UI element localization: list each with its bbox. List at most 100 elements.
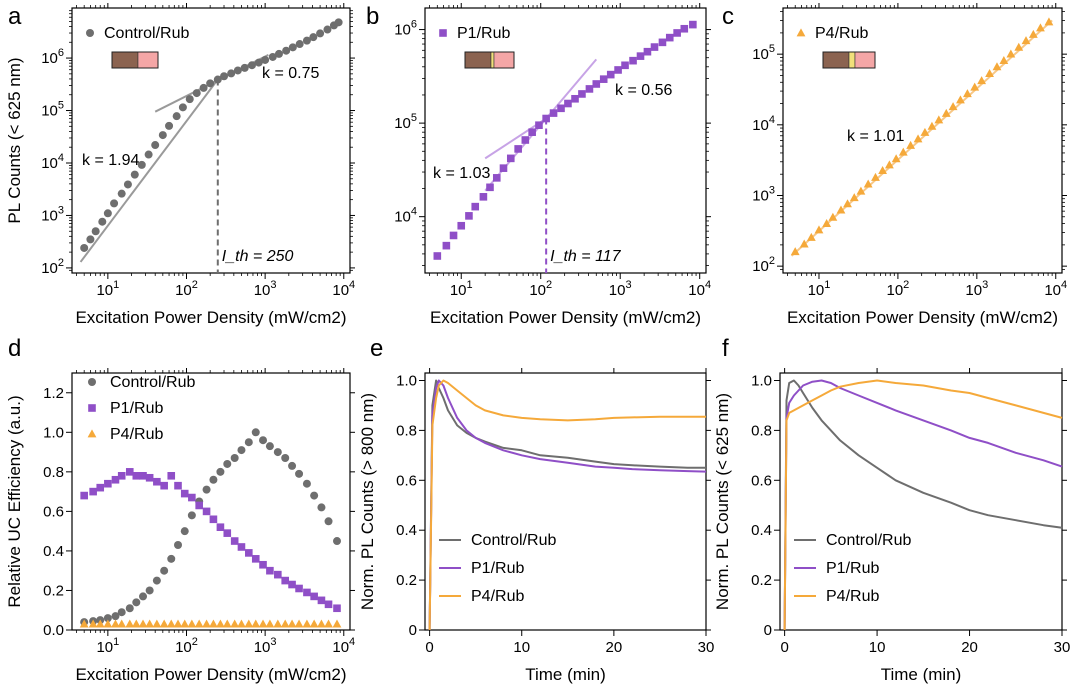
data-point <box>145 619 155 628</box>
tick-label: 0 <box>425 639 433 656</box>
data-point <box>245 549 253 557</box>
panel-letter: d <box>8 335 21 362</box>
data-point <box>564 99 572 108</box>
data-point <box>920 127 930 136</box>
data-point <box>259 436 268 445</box>
tick-label: 0.4 <box>751 522 772 539</box>
data-point <box>288 580 296 589</box>
data-point <box>673 29 681 37</box>
data-point <box>309 33 318 42</box>
tick-label: 101 <box>96 279 119 299</box>
data-point <box>492 174 501 182</box>
panel-letter: f <box>722 335 729 362</box>
data-point <box>871 172 880 181</box>
data-point <box>970 82 980 91</box>
data-point <box>199 83 208 92</box>
x-axis-title: Excitation Power Density (mW/cm2) <box>75 665 346 684</box>
data-point <box>166 619 176 628</box>
data-point <box>948 102 958 111</box>
data-point <box>227 69 236 78</box>
data-point <box>223 459 232 468</box>
data-point <box>251 619 261 628</box>
data-point <box>103 614 112 623</box>
data-point <box>158 131 167 140</box>
tick-label: 105 <box>394 112 417 132</box>
data-point <box>1036 23 1045 32</box>
data-point <box>1028 29 1038 38</box>
data-point <box>153 477 161 486</box>
data-point <box>180 619 190 628</box>
tick-label: 103 <box>752 184 775 204</box>
data-point <box>856 186 866 195</box>
plot-frame <box>779 372 1063 631</box>
tick-label: 102 <box>886 279 909 299</box>
data-point <box>828 212 838 221</box>
tick-label: 101 <box>808 279 831 299</box>
legend-label: Control/Rub <box>826 532 911 549</box>
data-point <box>194 619 204 628</box>
data-point <box>689 20 697 29</box>
x-axis-title: Excitation Power Density (mW/cm2) <box>75 308 346 327</box>
data-point <box>144 150 153 159</box>
data-point <box>282 46 291 55</box>
slope-annotation: k = 0.56 <box>615 82 672 99</box>
layer-block <box>137 51 159 69</box>
data-point <box>324 619 333 628</box>
data-point <box>614 66 622 74</box>
tick-label: 105 <box>752 43 775 63</box>
data-point <box>324 600 333 609</box>
data-point <box>195 501 203 510</box>
panel-c: c 101 102 103 104 102 103 104 105 Excitation Powe… <box>722 3 1067 327</box>
data-point <box>680 24 689 33</box>
data-point <box>103 619 113 628</box>
data-point <box>80 243 89 252</box>
data-point <box>471 202 480 211</box>
layer-block <box>854 51 876 69</box>
data-point <box>159 619 169 628</box>
data-point <box>258 619 268 628</box>
data-point <box>549 109 558 117</box>
tick-label: 104 <box>1044 279 1067 299</box>
data-point <box>465 212 473 220</box>
slope-annotation: k = 0.75 <box>262 65 319 82</box>
legend-label: P1/Rub <box>457 25 510 42</box>
legend-label: Control/Rub <box>104 25 189 42</box>
legend-marker <box>87 429 97 438</box>
data-point <box>165 121 174 130</box>
panel-f: f 0 10 20 30 0 0.2 0.4 0.6 0.8 1.0 Time (min) Norm. … <box>713 335 1070 684</box>
data-point <box>999 56 1009 65</box>
data-point <box>956 95 965 104</box>
data-point <box>111 619 120 628</box>
data-point <box>167 554 176 563</box>
tick-label: 104 <box>332 279 355 299</box>
data-point <box>606 70 615 79</box>
panel-d: d 101 102 103 104 0.0 0.2 0.4 0.6 0.8 1.0 1.2 Excita… <box>5 335 355 684</box>
data-point <box>237 543 246 551</box>
legend-label: P4/Rub <box>471 588 524 605</box>
data-point <box>528 128 536 136</box>
data-point <box>274 570 282 579</box>
data-point <box>316 29 325 38</box>
data-point <box>202 619 211 628</box>
tick-label: 102 <box>175 636 198 656</box>
device-stack-icon <box>111 51 159 69</box>
data-point <box>992 62 1002 71</box>
data-point <box>244 438 253 447</box>
data-point <box>636 52 645 60</box>
data-point <box>1044 17 1054 26</box>
data-point <box>506 154 515 163</box>
data-point <box>111 612 120 621</box>
data-point <box>449 231 458 240</box>
data-point <box>891 154 901 163</box>
tick-label: 1.0 <box>43 424 64 441</box>
data-point <box>985 69 994 78</box>
data-point <box>927 121 937 130</box>
panel-letter: a <box>8 3 22 30</box>
data-point <box>799 239 809 248</box>
data-point <box>913 134 923 143</box>
slope-annotation: k = 1.03 <box>433 165 490 182</box>
data-point <box>145 473 154 482</box>
x-axis-title: Excitation Power Density (mW/cm2) <box>787 308 1058 327</box>
data-point <box>317 619 326 628</box>
tick-label: 102 <box>41 257 64 277</box>
